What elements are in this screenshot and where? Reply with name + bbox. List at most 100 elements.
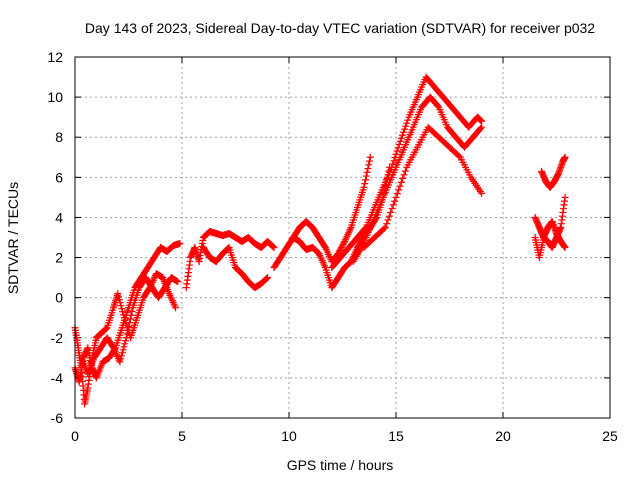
data-point [397,178,405,186]
data-point [338,242,346,250]
data-point [561,193,569,201]
data-point [365,161,373,169]
grid-lines [75,57,610,418]
series-track-m [538,153,569,191]
data-point [360,183,368,191]
data-point [364,165,372,173]
data-point [119,311,127,319]
axis-ticks: 0 5 10 15 20 25 -6 -4 -2 0 2 4 6 8 10 12 [47,49,618,444]
data-point [388,205,396,213]
data-point [270,244,278,252]
data-point [404,116,412,124]
data-point [101,325,109,333]
data-point [118,305,126,313]
series-track-e [199,244,272,292]
data-point [381,223,389,231]
y-tick-label: 10 [47,89,63,105]
y-axis-label: SDTVAR / TECUs [5,182,21,294]
series-track-i [349,93,486,266]
data-point [392,193,400,201]
data-point [477,124,485,132]
data-point [478,189,486,197]
y-tick-label: 8 [55,129,63,145]
data-point [340,239,348,247]
data-point [398,131,406,139]
data-point [123,330,131,338]
series-track-f [270,153,374,272]
data-point [402,122,410,130]
data-point [362,172,370,180]
data-point [116,299,124,307]
data-point [478,123,486,131]
data-point [385,212,393,220]
data-point [127,311,135,319]
data-point [391,197,399,205]
data-point [117,302,125,310]
data-point [174,278,182,286]
data-point [401,167,409,175]
data-point [383,220,391,228]
data-point [119,346,127,354]
data-point [395,140,403,148]
data-point [478,117,486,125]
data-point [399,128,407,136]
data-point [121,340,129,348]
data-point [102,325,110,333]
data-point [269,243,277,251]
data-point [363,168,371,176]
data-point [384,216,392,224]
data-point [114,290,122,298]
series-track-j [360,123,486,252]
series-track-d [182,227,278,292]
y-tick-label: 6 [55,169,63,185]
data-point [117,355,125,363]
x-tick-label: 25 [602,428,618,444]
data-point [361,225,369,233]
data-point [262,275,270,283]
data-point [122,337,130,345]
data-point [337,245,345,253]
data-point [119,308,127,316]
data-point [395,186,403,194]
y-tick-label: 4 [55,209,63,225]
chart-title: Day 143 of 2023, Sidereal Day-to-day VTE… [85,20,595,36]
data-point [118,352,126,360]
data-point [336,247,344,255]
data-point [264,274,272,282]
plot-frame [74,56,611,419]
data-point [124,326,132,334]
data-point [396,137,404,145]
data-point [396,182,404,190]
data-point [403,119,411,127]
x-tick-label: 5 [178,428,186,444]
data-point [366,157,374,165]
data-point [337,244,345,252]
data-point [394,144,402,152]
data-point [434,102,442,110]
y-tick-label: 12 [47,49,63,65]
data-point [126,319,134,327]
series-track-l [531,217,569,262]
data-point [390,157,398,165]
x-axis-label: GPS time / hours [287,457,394,473]
data-point [128,307,136,315]
data-point [561,244,569,252]
data-point [393,190,401,198]
series-track-c [77,274,182,378]
data-point [400,171,408,179]
data-point [172,304,180,312]
x-tick-label: 10 [281,428,297,444]
data-point [455,152,463,160]
series-track-h [328,73,486,272]
data-point [176,240,184,248]
data-point [125,322,133,330]
data-point [263,274,271,282]
x-tick-label: 15 [388,428,404,444]
y-tick-label: -4 [51,370,64,386]
data-point [120,343,128,351]
y-tick-label: -6 [51,410,64,426]
data-point [366,153,374,161]
y-tick-label: -2 [51,330,64,346]
data-point [339,241,347,249]
